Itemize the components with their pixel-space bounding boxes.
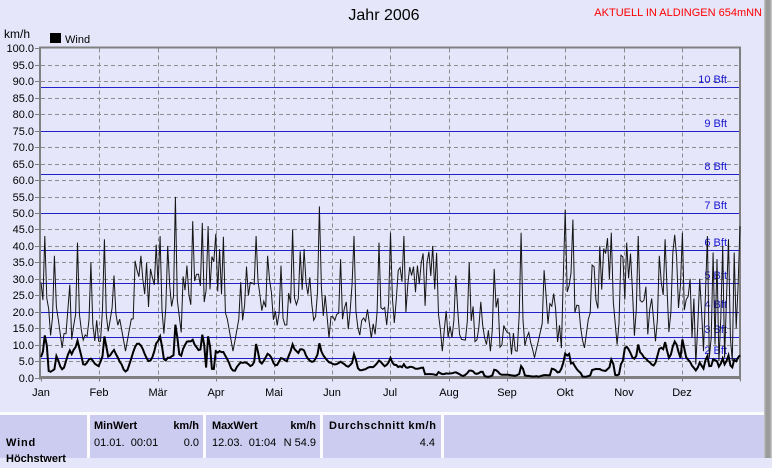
svg-text:Jul: Jul [383, 387, 397, 399]
svg-text:20.0: 20.0 [13, 307, 34, 319]
svg-text:0.0: 0.0 [19, 373, 34, 385]
svg-text:30.0: 30.0 [13, 274, 34, 286]
svg-text:90.0: 90.0 [13, 76, 34, 88]
svg-text:10 Bft: 10 Bft [698, 74, 727, 86]
svg-text:8 Bft: 8 Bft [704, 161, 727, 173]
svg-text:70.0: 70.0 [13, 142, 34, 154]
svg-text:Jahr 2006: Jahr 2006 [348, 7, 419, 24]
svg-text:55.0: 55.0 [13, 192, 34, 204]
svg-text:Apr: Apr [207, 387, 224, 399]
svg-text:km/h: km/h [4, 27, 30, 41]
svg-text:100.0: 100.0 [6, 43, 34, 55]
svg-text:7 Bft: 7 Bft [704, 200, 727, 212]
svg-text:Wind: Wind [65, 34, 90, 46]
svg-text:10.0: 10.0 [13, 340, 34, 352]
svg-text:85.0: 85.0 [13, 93, 34, 105]
svg-text:75.0: 75.0 [13, 126, 34, 138]
svg-text:40.0: 40.0 [13, 241, 34, 253]
svg-text:25.0: 25.0 [13, 290, 34, 302]
svg-text:6 Bft: 6 Bft [704, 237, 727, 249]
svg-text:35.0: 35.0 [13, 257, 34, 269]
svg-text:5.0: 5.0 [19, 356, 34, 368]
svg-text:65.0: 65.0 [13, 159, 34, 171]
svg-text:80.0: 80.0 [13, 109, 34, 121]
svg-text:Mai: Mai [265, 387, 283, 399]
svg-text:45.0: 45.0 [13, 224, 34, 236]
svg-text:9 Bft: 9 Bft [704, 118, 727, 130]
svg-text:95.0: 95.0 [13, 60, 34, 72]
svg-text:Jan: Jan [32, 387, 50, 399]
svg-text:15.0: 15.0 [13, 323, 34, 335]
svg-text:Feb: Feb [90, 387, 109, 399]
svg-text:Mär: Mär [149, 387, 168, 399]
svg-text:60.0: 60.0 [13, 175, 34, 187]
svg-text:Jun: Jun [323, 387, 341, 399]
svg-text:Sep: Sep [497, 387, 517, 399]
svg-text:AKTUELL IN ALDINGEN 654mNN: AKTUELL IN ALDINGEN 654mNN [594, 7, 762, 19]
svg-text:Dez: Dez [672, 387, 692, 399]
svg-text:Aug: Aug [439, 387, 459, 399]
svg-text:50.0: 50.0 [13, 208, 34, 220]
svg-text:Nov: Nov [614, 387, 634, 399]
svg-text:Okt: Okt [556, 387, 573, 399]
